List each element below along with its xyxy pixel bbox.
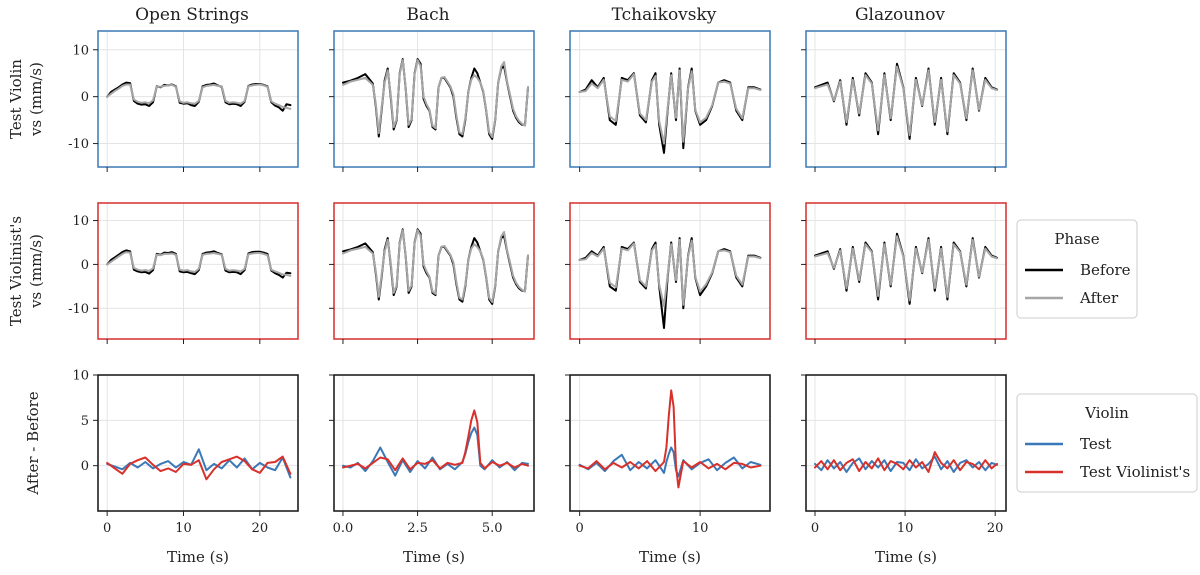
y-tick-label: 0 (81, 90, 89, 105)
panel-frame (805, 374, 1007, 512)
y-tick-label: 10 (72, 43, 89, 58)
panel-r0-c3 (801, 30, 1007, 172)
y-tick-label: -10 (68, 302, 89, 317)
series-line-test (106, 448, 292, 479)
row-label-line: vs (mm/s) (27, 234, 45, 309)
x-tick-label: 20 (987, 521, 1004, 536)
series-line-after (814, 235, 998, 302)
legend-phase-frame (1016, 219, 1138, 319)
panel-grid: -10 0 10 -10 0 10 0 10 20 0 5 10 Time (s) 0.0 2.5 5.0 Ti… (68, 30, 1007, 566)
panel-frame (333, 202, 535, 340)
series-line-after (106, 251, 292, 277)
panel-frame (805, 202, 1007, 340)
panel-frame (569, 202, 771, 340)
x-tick-label: 20 (252, 521, 269, 536)
legend-phase: Phase Before After (1016, 219, 1138, 319)
series-line-after (342, 59, 529, 138)
panel-frame (97, 374, 299, 512)
x-axis-label: Time (s) (167, 548, 229, 566)
y-tick-label: 0 (81, 459, 89, 474)
panel-r2-c2: 0 10 Time (s) (565, 374, 771, 566)
panel-frame (333, 374, 535, 512)
x-tick-label: 2.5 (407, 521, 428, 536)
panel-r2-c1: 0.0 2.5 5.0 Time (s) (329, 374, 535, 566)
y-tick-label: 10 (72, 369, 89, 384)
x-tick-label: 0 (103, 521, 111, 536)
panel-frame (805, 30, 1007, 168)
series-line-test-violinist-s (578, 389, 762, 489)
column-title-glazounov: Glazounov (855, 5, 945, 25)
panel-r0-c0: -10 0 10 (68, 30, 299, 172)
panel-r1-c1 (329, 202, 535, 344)
panel-r1-c2 (565, 202, 771, 344)
row-label-line: Test Violinist's (7, 216, 25, 326)
legend-test-label: Test (1080, 435, 1111, 453)
row-label-line: After - Before (24, 391, 42, 495)
panel-r2-c3: 0 10 20 Time (s) (801, 374, 1007, 566)
series-line-test-violinist-s (342, 409, 529, 472)
panel-r0-c2 (565, 30, 771, 172)
row-label-line: vs (mm/s) (27, 62, 45, 137)
y-tick-label: 5 (81, 414, 89, 429)
series-line-after (342, 229, 529, 304)
panel-frame (569, 30, 771, 168)
y-tick-label: 10 (72, 214, 89, 229)
column-title-bach: Bach (406, 5, 449, 25)
panel-frame (333, 30, 535, 168)
series-line-test (342, 426, 529, 477)
x-axis-label: Time (s) (639, 548, 701, 566)
row-label-test-violin: Test Violin vs (mm/s) (7, 59, 45, 139)
x-tick-label: 5.0 (482, 521, 503, 536)
series-line-after (814, 65, 998, 137)
legend-violin-frame (1016, 393, 1198, 493)
panel-frame (97, 202, 299, 340)
legend-violin-title: Violin (1084, 404, 1129, 422)
row-label-difference: After - Before (24, 391, 42, 495)
x-tick-label: 0 (811, 521, 819, 536)
x-tick-label: 0 (575, 521, 583, 536)
column-title-tchaikovsky: Tchaikovsky (612, 5, 717, 25)
panel-frame (569, 374, 771, 512)
x-axis-label: Time (s) (875, 548, 937, 566)
legend-after-label: After (1079, 289, 1119, 307)
x-axis-label: Time (s) (403, 548, 465, 566)
series-line-after (106, 83, 292, 110)
series-line-after (578, 238, 762, 308)
series-line-before (578, 237, 762, 329)
legend-phase-title: Phase (1054, 230, 1099, 248)
series-line-after (578, 69, 762, 145)
legend-before-label: Before (1080, 261, 1131, 279)
x-tick-label: 0.0 (333, 521, 354, 536)
x-tick-label: 10 (175, 521, 192, 536)
y-tick-label: -10 (68, 137, 89, 152)
legend-violin: Violin Test Test Violinist's (1016, 393, 1198, 493)
legend-violinist-label: Test Violinist's (1080, 463, 1190, 481)
x-tick-label: 10 (897, 521, 914, 536)
y-tick-label: 0 (81, 258, 89, 273)
series-line-before (106, 249, 292, 279)
series-line-test-violinist-s (106, 455, 292, 481)
series-line-before (578, 67, 762, 154)
panel-r0-c1 (329, 30, 535, 172)
column-title-open-strings: Open Strings (135, 5, 249, 25)
panel-r1-c0: -10 0 10 (68, 202, 299, 344)
series-line-test-violinist-s (814, 451, 998, 473)
panel-frame (97, 30, 299, 168)
series-line-test (578, 446, 762, 478)
x-tick-label: 10 (692, 521, 709, 536)
panel-r2-c0: 0 10 20 0 5 10 Time (s) (72, 369, 299, 566)
row-label-line: Test Violin (7, 59, 25, 139)
panel-r1-c3 (801, 202, 1007, 344)
row-label-test-violinists: Test Violinist's vs (mm/s) (7, 216, 45, 326)
